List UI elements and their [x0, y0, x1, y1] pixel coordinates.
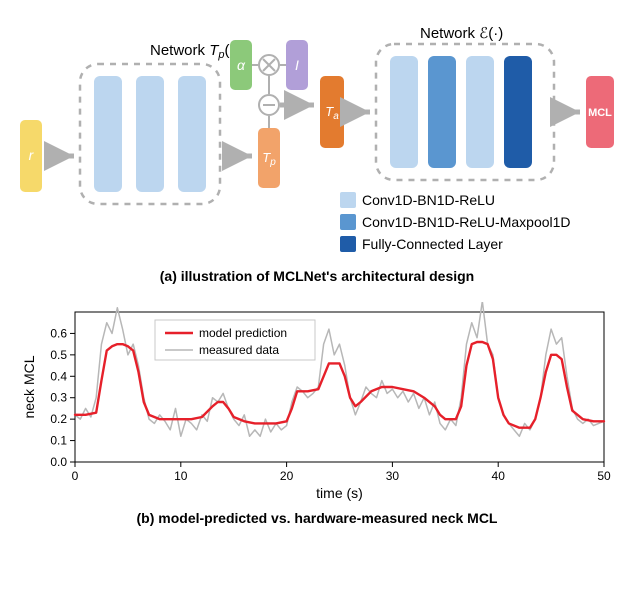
svg-text:10: 10: [174, 469, 188, 483]
svg-text:Conv1D-BN1D-ReLU: Conv1D-BN1D-ReLU: [362, 192, 495, 208]
svg-text:0: 0: [72, 469, 79, 483]
svg-text:0.1: 0.1: [50, 434, 67, 448]
tp-conv2: [136, 76, 164, 192]
svg-text:40: 40: [492, 469, 506, 483]
svg-text:Fully-Connected Layer: Fully-Connected Layer: [362, 236, 503, 252]
svg-text:measured data: measured data: [199, 343, 279, 357]
svg-text:Conv1D-BN1D-ReLU-Maxpool1D: Conv1D-BN1D-ReLU-Maxpool1D: [362, 214, 571, 230]
svg-text:0.2: 0.2: [50, 412, 67, 426]
tp-conv1: [94, 76, 122, 192]
label-network-tp: Network Tp(·): [150, 42, 239, 61]
svg-text:0.3: 0.3: [50, 391, 67, 405]
svg-text:model prediction: model prediction: [199, 326, 287, 340]
chart-svg: 0.0 0.1 0.2 0.3 0.4 0.5 0.6 0 10 20 30 40 50 time (s)…: [20, 302, 614, 502]
arch-legend: Conv1D-BN1D-ReLU Conv1D-BN1D-ReLU-Maxpoo…: [340, 192, 571, 252]
svg-text:0.5: 0.5: [50, 348, 67, 362]
svg-text:0.6: 0.6: [50, 326, 67, 340]
architecture-svg: Network Tp(·) Network ℰ(·) r Tp α I: [20, 20, 614, 260]
e-conv3: [466, 56, 494, 168]
e-conv2: [428, 56, 456, 168]
e-conv1: [390, 56, 418, 168]
svg-text:50: 50: [597, 469, 611, 483]
label-network-e: Network ℰ(·): [420, 25, 503, 42]
architecture-panel: Network Tp(·) Network ℰ(·) r Tp α I: [20, 20, 614, 284]
svg-text:0.4: 0.4: [50, 369, 67, 383]
svg-text:time (s): time (s): [316, 485, 363, 501]
label-mcl: MCL: [588, 107, 612, 119]
label-I: I: [295, 57, 299, 73]
caption-b: (b) model-predicted vs. hardware-measure…: [20, 510, 614, 526]
chart-panel: 0.0 0.1 0.2 0.3 0.4 0.5 0.6 0 10 20 30 40 50 time (s)…: [20, 302, 614, 526]
svg-text:0.0: 0.0: [50, 455, 67, 469]
svg-text:20: 20: [280, 469, 294, 483]
svg-text:neck MCL: neck MCL: [21, 355, 37, 418]
tp-conv3: [178, 76, 206, 192]
e-fc: [504, 56, 532, 168]
label-alpha: α: [237, 57, 246, 73]
svg-text:30: 30: [386, 469, 400, 483]
caption-a: (a) illustration of MCLNet's architectur…: [20, 268, 614, 284]
